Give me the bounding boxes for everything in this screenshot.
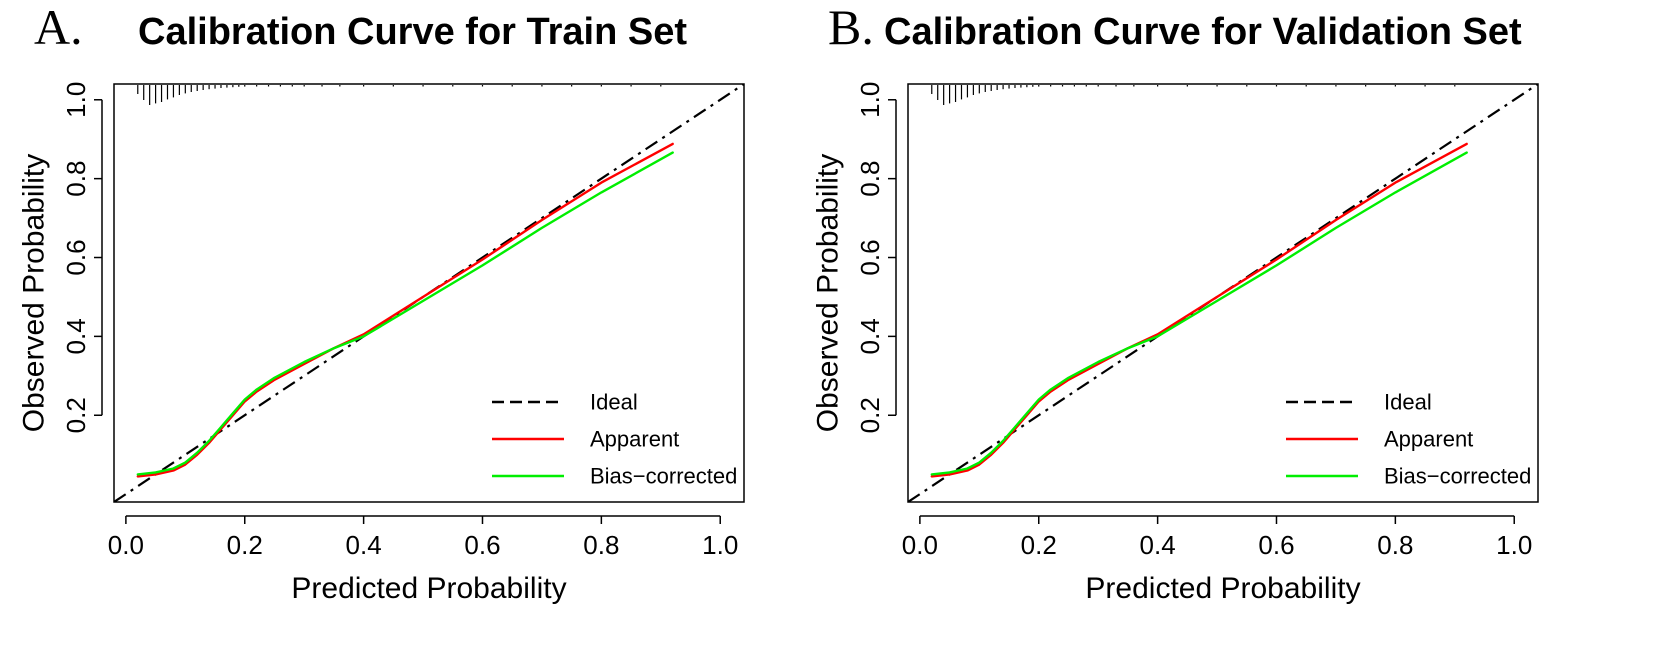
x-tick-label: 0.2 xyxy=(227,530,263,560)
y-tick-label: 0.8 xyxy=(61,161,91,197)
y-tick-label: 0.4 xyxy=(61,318,91,354)
x-tick-label: 0.2 xyxy=(1021,530,1057,560)
legend-label: Bias−corrected xyxy=(1384,464,1531,489)
x-tick-label: 1.0 xyxy=(1496,530,1532,560)
y-axis-label: Observed Probability xyxy=(812,154,845,432)
x-axis-label: Predicted Probability xyxy=(1085,572,1360,605)
y-tick-label: 0.4 xyxy=(855,318,885,354)
y-tick-label: 0.8 xyxy=(855,161,885,197)
x-axis-label: Predicted Probability xyxy=(291,572,566,605)
y-tick-label: 0.2 xyxy=(61,397,91,433)
x-tick-label: 0.8 xyxy=(1377,530,1413,560)
x-tick-label: 0.6 xyxy=(464,530,500,560)
x-tick-label: 0.4 xyxy=(1140,530,1176,560)
series-line-bias-corrected xyxy=(930,151,1468,476)
y-tick-label: 0.6 xyxy=(61,239,91,275)
x-tick-label: 1.0 xyxy=(702,530,738,560)
series-line-apparent xyxy=(136,142,674,478)
chart-panel-validation: B. Calibration Curve for Validation Set 0.… xyxy=(812,0,1539,605)
chart-title: Calibration Curve for Validation Set xyxy=(884,11,1522,53)
y-axis-label: Observed Probability xyxy=(18,154,51,432)
x-tick-label: 0.0 xyxy=(902,530,938,560)
panel-letter: B. xyxy=(828,0,874,55)
y-tick-label: 1.0 xyxy=(61,82,91,118)
plot-frame xyxy=(907,83,1539,503)
legend-label: Ideal xyxy=(1384,390,1432,415)
series-line-bias-corrected xyxy=(136,151,674,476)
x-tick-label: 0.6 xyxy=(1258,530,1294,560)
legend-label: Bias−corrected xyxy=(590,464,737,489)
y-tick-label: 0.2 xyxy=(855,397,885,433)
chart-title: Calibration Curve for Train Set xyxy=(138,11,687,53)
x-tick-label: 0.8 xyxy=(583,530,619,560)
series-group xyxy=(114,84,744,502)
series-group xyxy=(908,84,1538,502)
legend-label: Apparent xyxy=(1384,427,1473,452)
chart-panel-train: A. Calibration Curve for Train Set 0.0 0.2 0… xyxy=(18,0,745,605)
x-tick-label: 0.0 xyxy=(108,530,144,560)
plot-frame xyxy=(113,83,745,503)
legend-label: Ideal xyxy=(590,390,638,415)
y-tick-label: 0.6 xyxy=(855,239,885,275)
panel-letter: A. xyxy=(34,0,83,55)
series-line-apparent xyxy=(930,142,1468,478)
x-tick-label: 0.4 xyxy=(346,530,382,560)
legend-label: Apparent xyxy=(590,427,679,452)
y-tick-label: 1.0 xyxy=(855,82,885,118)
